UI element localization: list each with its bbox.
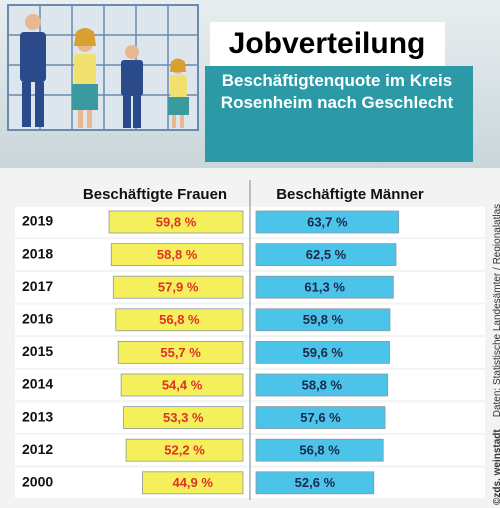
bar	[255, 471, 375, 495]
bar	[110, 243, 244, 267]
chart-title: Jobverteilung	[229, 27, 426, 60]
value-label: 57,9 %	[158, 280, 199, 295]
value-label: 59,8 %	[156, 214, 197, 229]
bar	[108, 210, 244, 234]
bar	[255, 438, 384, 462]
value-label: 56,8 %	[159, 312, 200, 327]
category-label: 2013	[22, 408, 53, 424]
value-label: 44,9 %	[172, 475, 213, 490]
legend-label: Beschäftigte Männer	[276, 186, 424, 203]
category-label: 2015	[22, 343, 53, 359]
value-label: 59,8 %	[303, 312, 344, 327]
value-label: 52,6 %	[295, 475, 336, 490]
subtitle: Beschäftigtenquote im Kreis Rosenheim na…	[220, 71, 454, 112]
source: Daten: Statistische Landesämter / Region…	[492, 204, 500, 417]
bar	[255, 308, 391, 332]
category-label: 2014	[22, 376, 53, 392]
value-label: 53,3 %	[163, 410, 204, 425]
bar	[255, 210, 400, 234]
value-label: 59,6 %	[303, 345, 344, 360]
category-label: 2000	[22, 474, 53, 490]
value-label: 58,8 %	[302, 377, 343, 392]
value-label: 58,8 %	[157, 247, 198, 262]
value-label: 63,7 %	[307, 214, 348, 229]
value-label: 52,2 %	[164, 443, 205, 458]
bar	[112, 275, 244, 299]
value-label: 61,3 %	[304, 280, 345, 295]
value-label: 57,6 %	[300, 410, 341, 425]
value-label: 54,4 %	[162, 377, 203, 392]
category-label: 2017	[22, 278, 53, 294]
value-label: 56,8 %	[299, 443, 340, 458]
value-label: 55,7 %	[160, 345, 201, 360]
bar	[115, 308, 244, 332]
category-label: 2016	[22, 311, 53, 327]
bar	[125, 438, 244, 462]
bar	[255, 406, 386, 430]
bar	[123, 406, 244, 430]
bar	[255, 275, 394, 299]
bar	[117, 340, 244, 364]
bar	[120, 373, 244, 397]
category-label: 2012	[22, 441, 53, 457]
value-label: 62,5 %	[306, 247, 347, 262]
title-box	[210, 22, 445, 66]
category-label: 2019	[22, 213, 53, 229]
subtitle-box	[205, 66, 473, 162]
bar	[142, 471, 244, 495]
bar	[255, 373, 389, 397]
bar	[255, 243, 397, 267]
category-label: 2018	[22, 245, 53, 261]
illustration	[7, 4, 199, 131]
credit: ©zds, weinstadt	[492, 429, 500, 505]
legend-label: Beschäftigte Frauen	[83, 186, 227, 203]
source-note: ©zds, weinstadt Daten: Statistische Lande…	[492, 204, 500, 505]
bar	[255, 340, 390, 364]
